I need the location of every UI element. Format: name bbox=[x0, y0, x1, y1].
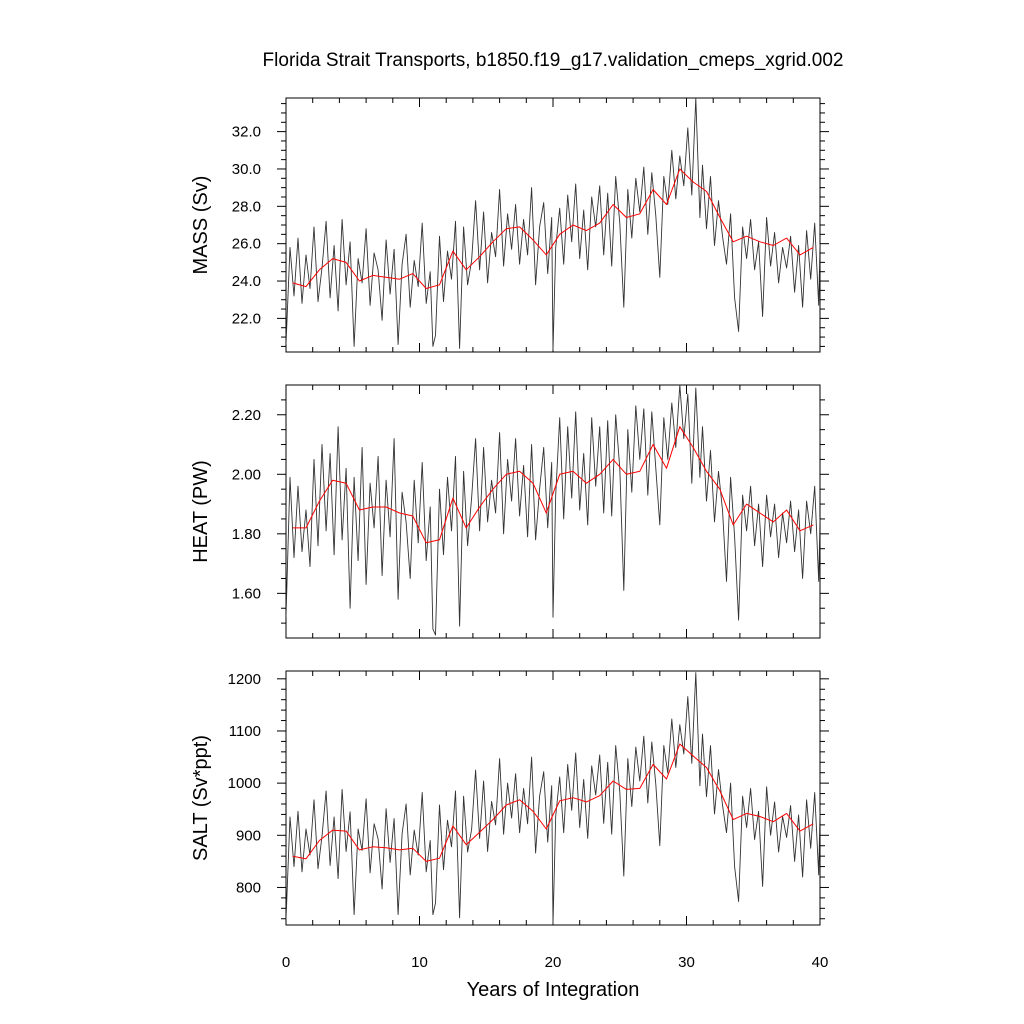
y-tick-label: 1200 bbox=[228, 671, 261, 688]
y-tick-label: 1.80 bbox=[232, 526, 261, 543]
y-tick-label: 24.0 bbox=[232, 273, 261, 290]
x-tick-labels: 0 10 20 30 40 bbox=[282, 954, 829, 971]
x-tick-label: 20 bbox=[545, 954, 562, 971]
y-tick-label: 2.20 bbox=[232, 407, 261, 424]
series-line-mass-annual-mean bbox=[292, 168, 814, 289]
x-tick-label: 10 bbox=[411, 954, 428, 971]
panel-heat: 1.60 1.80 2.00 2.20 HEAT (PW) bbox=[190, 384, 829, 639]
y-tick-label: 2.00 bbox=[232, 466, 261, 483]
y-axis-label-mass: MASS (Sv) bbox=[190, 176, 212, 275]
panel-mass: 22.0 24.0 26.0 28.0 30.0 32.0 MASS (Sv) bbox=[190, 97, 829, 353]
y-tick-label: 900 bbox=[236, 827, 261, 844]
y-tick-label: 1100 bbox=[229, 723, 261, 740]
series-line-heat-monthly bbox=[286, 385, 820, 636]
panels-group: 22.0 24.0 26.0 28.0 30.0 32.0 MASS (Sv) 1.60 1.8… bbox=[190, 97, 829, 971]
y-axis-label-heat: HEAT (PW) bbox=[190, 460, 212, 563]
y-tick-label: 1000 bbox=[228, 775, 261, 792]
series-line-heat-annual-mean bbox=[292, 426, 814, 544]
panel-salt: 800 900 1000 1100 1200 SALT (Sv*ppt) bbox=[190, 670, 829, 926]
x-tick-label: 30 bbox=[678, 954, 695, 971]
x-tick-label: 0 bbox=[282, 954, 290, 971]
y-tick-label: 800 bbox=[236, 879, 261, 896]
y-tick-label: 22.0 bbox=[232, 310, 261, 327]
y-tick-label: 30.0 bbox=[232, 161, 261, 178]
series-line-mass-monthly bbox=[286, 98, 820, 351]
series-line-salt-annual-mean bbox=[292, 743, 814, 862]
y-axis-label-salt: SALT (Sv*ppt) bbox=[190, 735, 212, 861]
y-tick-label: 28.0 bbox=[232, 198, 261, 215]
series-line-salt-monthly bbox=[286, 672, 820, 925]
x-axis-label: Years of Integration bbox=[467, 979, 640, 1001]
y-tick-label: 1.60 bbox=[232, 585, 261, 602]
x-tick-label: 40 bbox=[812, 954, 829, 971]
y-tick-label: 32.0 bbox=[232, 124, 261, 141]
chart-title: Florida Strait Transports, b1850.f19_g17… bbox=[263, 50, 844, 71]
y-tick-label: 26.0 bbox=[232, 236, 261, 253]
